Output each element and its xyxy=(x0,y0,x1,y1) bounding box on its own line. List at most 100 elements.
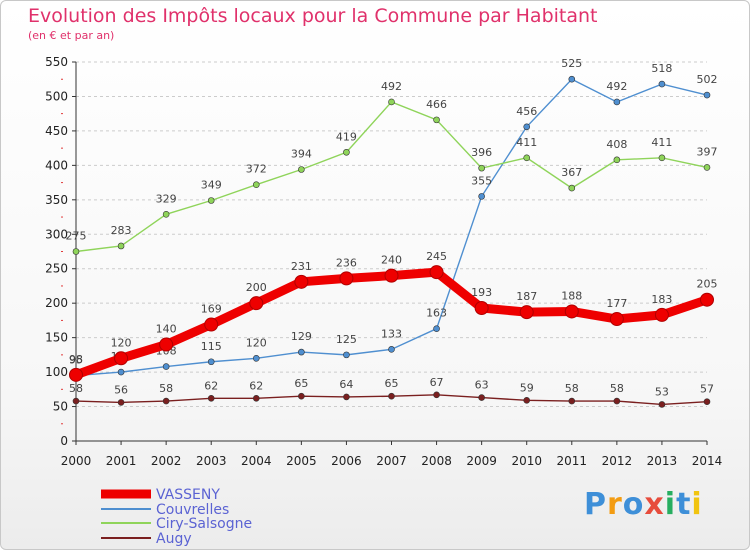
data-label-ciry-salsogne: 411 xyxy=(651,136,672,149)
x-tick-label: 2000 xyxy=(61,454,92,468)
data-label-ciry-salsogne: 492 xyxy=(381,80,402,93)
data-point-augy xyxy=(252,394,260,402)
data-label-ciry-salsogne: 275 xyxy=(66,230,87,243)
y-tick-label: 350 xyxy=(45,193,68,207)
data-label-couvrelles: 163 xyxy=(426,307,447,320)
data-point-augy xyxy=(703,398,711,406)
data-point-ciry-salsogne xyxy=(478,164,485,172)
logo-letter: t xyxy=(676,487,692,522)
data-point-vasseny xyxy=(159,337,174,352)
data-label-couvrelles: 525 xyxy=(561,57,582,70)
data-label-ciry-salsogne: 394 xyxy=(291,147,312,160)
x-tick-label: 2002 xyxy=(151,454,182,468)
data-point-augy xyxy=(343,393,350,401)
chart-subtitle: (en € et par an) xyxy=(28,29,115,42)
data-point-vasseny xyxy=(339,271,354,286)
data-label-couvrelles: 456 xyxy=(516,105,537,118)
data-point-augy xyxy=(72,397,80,405)
data-label-augy: 65 xyxy=(385,377,399,390)
data-point-couvrelles xyxy=(117,368,125,376)
data-label-augy: 57 xyxy=(700,383,714,396)
data-point-augy xyxy=(478,394,485,401)
data-label-ciry-salsogne: 466 xyxy=(426,98,447,111)
x-tick-label: 2004 xyxy=(241,454,272,468)
x-tick-label: 2011 xyxy=(557,454,588,468)
data-label-vasseny: 169 xyxy=(201,303,222,316)
x-tick-label: 2012 xyxy=(602,454,633,468)
x-tick-label: 2001 xyxy=(106,454,137,468)
data-label-ciry-salsogne: 349 xyxy=(201,179,222,192)
x-tick-label: 2008 xyxy=(421,454,452,468)
chart-title: Evolution des Impôts locaux pour la Comm… xyxy=(28,5,598,27)
data-label-couvrelles: 133 xyxy=(381,327,402,340)
data-point-vasseny xyxy=(609,312,624,327)
data-label-vasseny: 245 xyxy=(426,250,447,263)
logo-letter: r xyxy=(607,487,623,522)
data-label-vasseny: 187 xyxy=(516,290,537,303)
data-label-augy: 64 xyxy=(339,378,353,391)
legend-label-ciry-salsogne: Ciry-Salsogne xyxy=(156,516,252,532)
data-point-ciry-salsogne xyxy=(207,197,215,204)
data-label-ciry-salsogne: 411 xyxy=(516,136,537,149)
data-point-ciry-salsogne xyxy=(433,116,440,124)
data-label-augy: 58 xyxy=(159,382,173,395)
legend-label-couvrelles: Couvrelles xyxy=(156,502,229,518)
data-label-augy: 56 xyxy=(114,383,128,396)
data-label-ciry-salsogne: 397 xyxy=(697,145,718,158)
data-point-couvrelles xyxy=(568,75,576,83)
data-point-ciry-salsogne xyxy=(117,242,125,250)
x-tick-label: 2006 xyxy=(331,454,362,468)
x-tick-label: 2003 xyxy=(196,454,227,468)
data-label-augy: 65 xyxy=(294,377,308,390)
data-label-augy: 53 xyxy=(655,385,669,398)
data-label-ciry-salsogne: 408 xyxy=(606,138,627,151)
y-tick-label: 200 xyxy=(45,296,68,310)
data-label-vasseny: 177 xyxy=(606,297,627,310)
data-point-couvrelles xyxy=(343,351,350,359)
data-label-augy: 59 xyxy=(520,381,534,394)
proxiti-logo: Proxiti xyxy=(584,487,703,522)
data-label-couvrelles: 120 xyxy=(246,336,267,349)
y-tick-label: 100 xyxy=(45,365,68,379)
legend-label-vasseny: VASSENY xyxy=(156,487,220,503)
data-label-augy: 62 xyxy=(249,379,263,392)
data-label-couvrelles: 355 xyxy=(471,174,492,187)
data-label-vasseny: 231 xyxy=(291,260,312,273)
data-point-augy xyxy=(117,399,125,406)
data-point-augy xyxy=(388,392,395,400)
data-label-ciry-salsogne: 283 xyxy=(111,224,132,237)
data-label-vasseny: 205 xyxy=(697,278,718,291)
data-label-vasseny: 183 xyxy=(651,293,672,306)
data-label-augy: 58 xyxy=(565,382,579,395)
data-label-vasseny: 240 xyxy=(381,254,402,267)
data-point-vasseny xyxy=(654,307,669,322)
y-tick-label: 0 xyxy=(60,434,68,448)
data-point-vasseny xyxy=(474,301,489,316)
data-label-augy: 62 xyxy=(204,379,218,392)
data-point-ciry-salsogne xyxy=(523,154,531,162)
y-tick-label: 450 xyxy=(45,124,68,138)
data-point-vasseny xyxy=(564,304,579,319)
data-label-augy: 58 xyxy=(69,382,83,395)
data-label-couvrelles: 518 xyxy=(651,62,672,75)
y-tick-label: 250 xyxy=(45,262,68,276)
data-point-ciry-salsogne xyxy=(388,98,395,106)
data-point-augy xyxy=(298,392,305,400)
data-point-couvrelles xyxy=(433,325,440,332)
data-point-ciry-salsogne xyxy=(343,148,350,156)
data-label-vasseny: 120 xyxy=(111,336,132,349)
logo-letter: x xyxy=(644,487,665,522)
data-point-ciry-salsogne xyxy=(613,156,621,164)
data-point-augy xyxy=(658,401,666,408)
data-point-ciry-salsogne xyxy=(658,154,666,162)
y-tick-label: 150 xyxy=(45,331,68,345)
y-tick-label: 500 xyxy=(45,89,68,103)
data-point-couvrelles xyxy=(388,346,395,353)
data-point-couvrelles xyxy=(207,358,215,366)
data-point-vasseny xyxy=(384,268,399,283)
data-label-ciry-salsogne: 372 xyxy=(246,163,267,176)
data-point-ciry-salsogne xyxy=(703,164,711,171)
y-tick-label: 50 xyxy=(53,400,68,414)
